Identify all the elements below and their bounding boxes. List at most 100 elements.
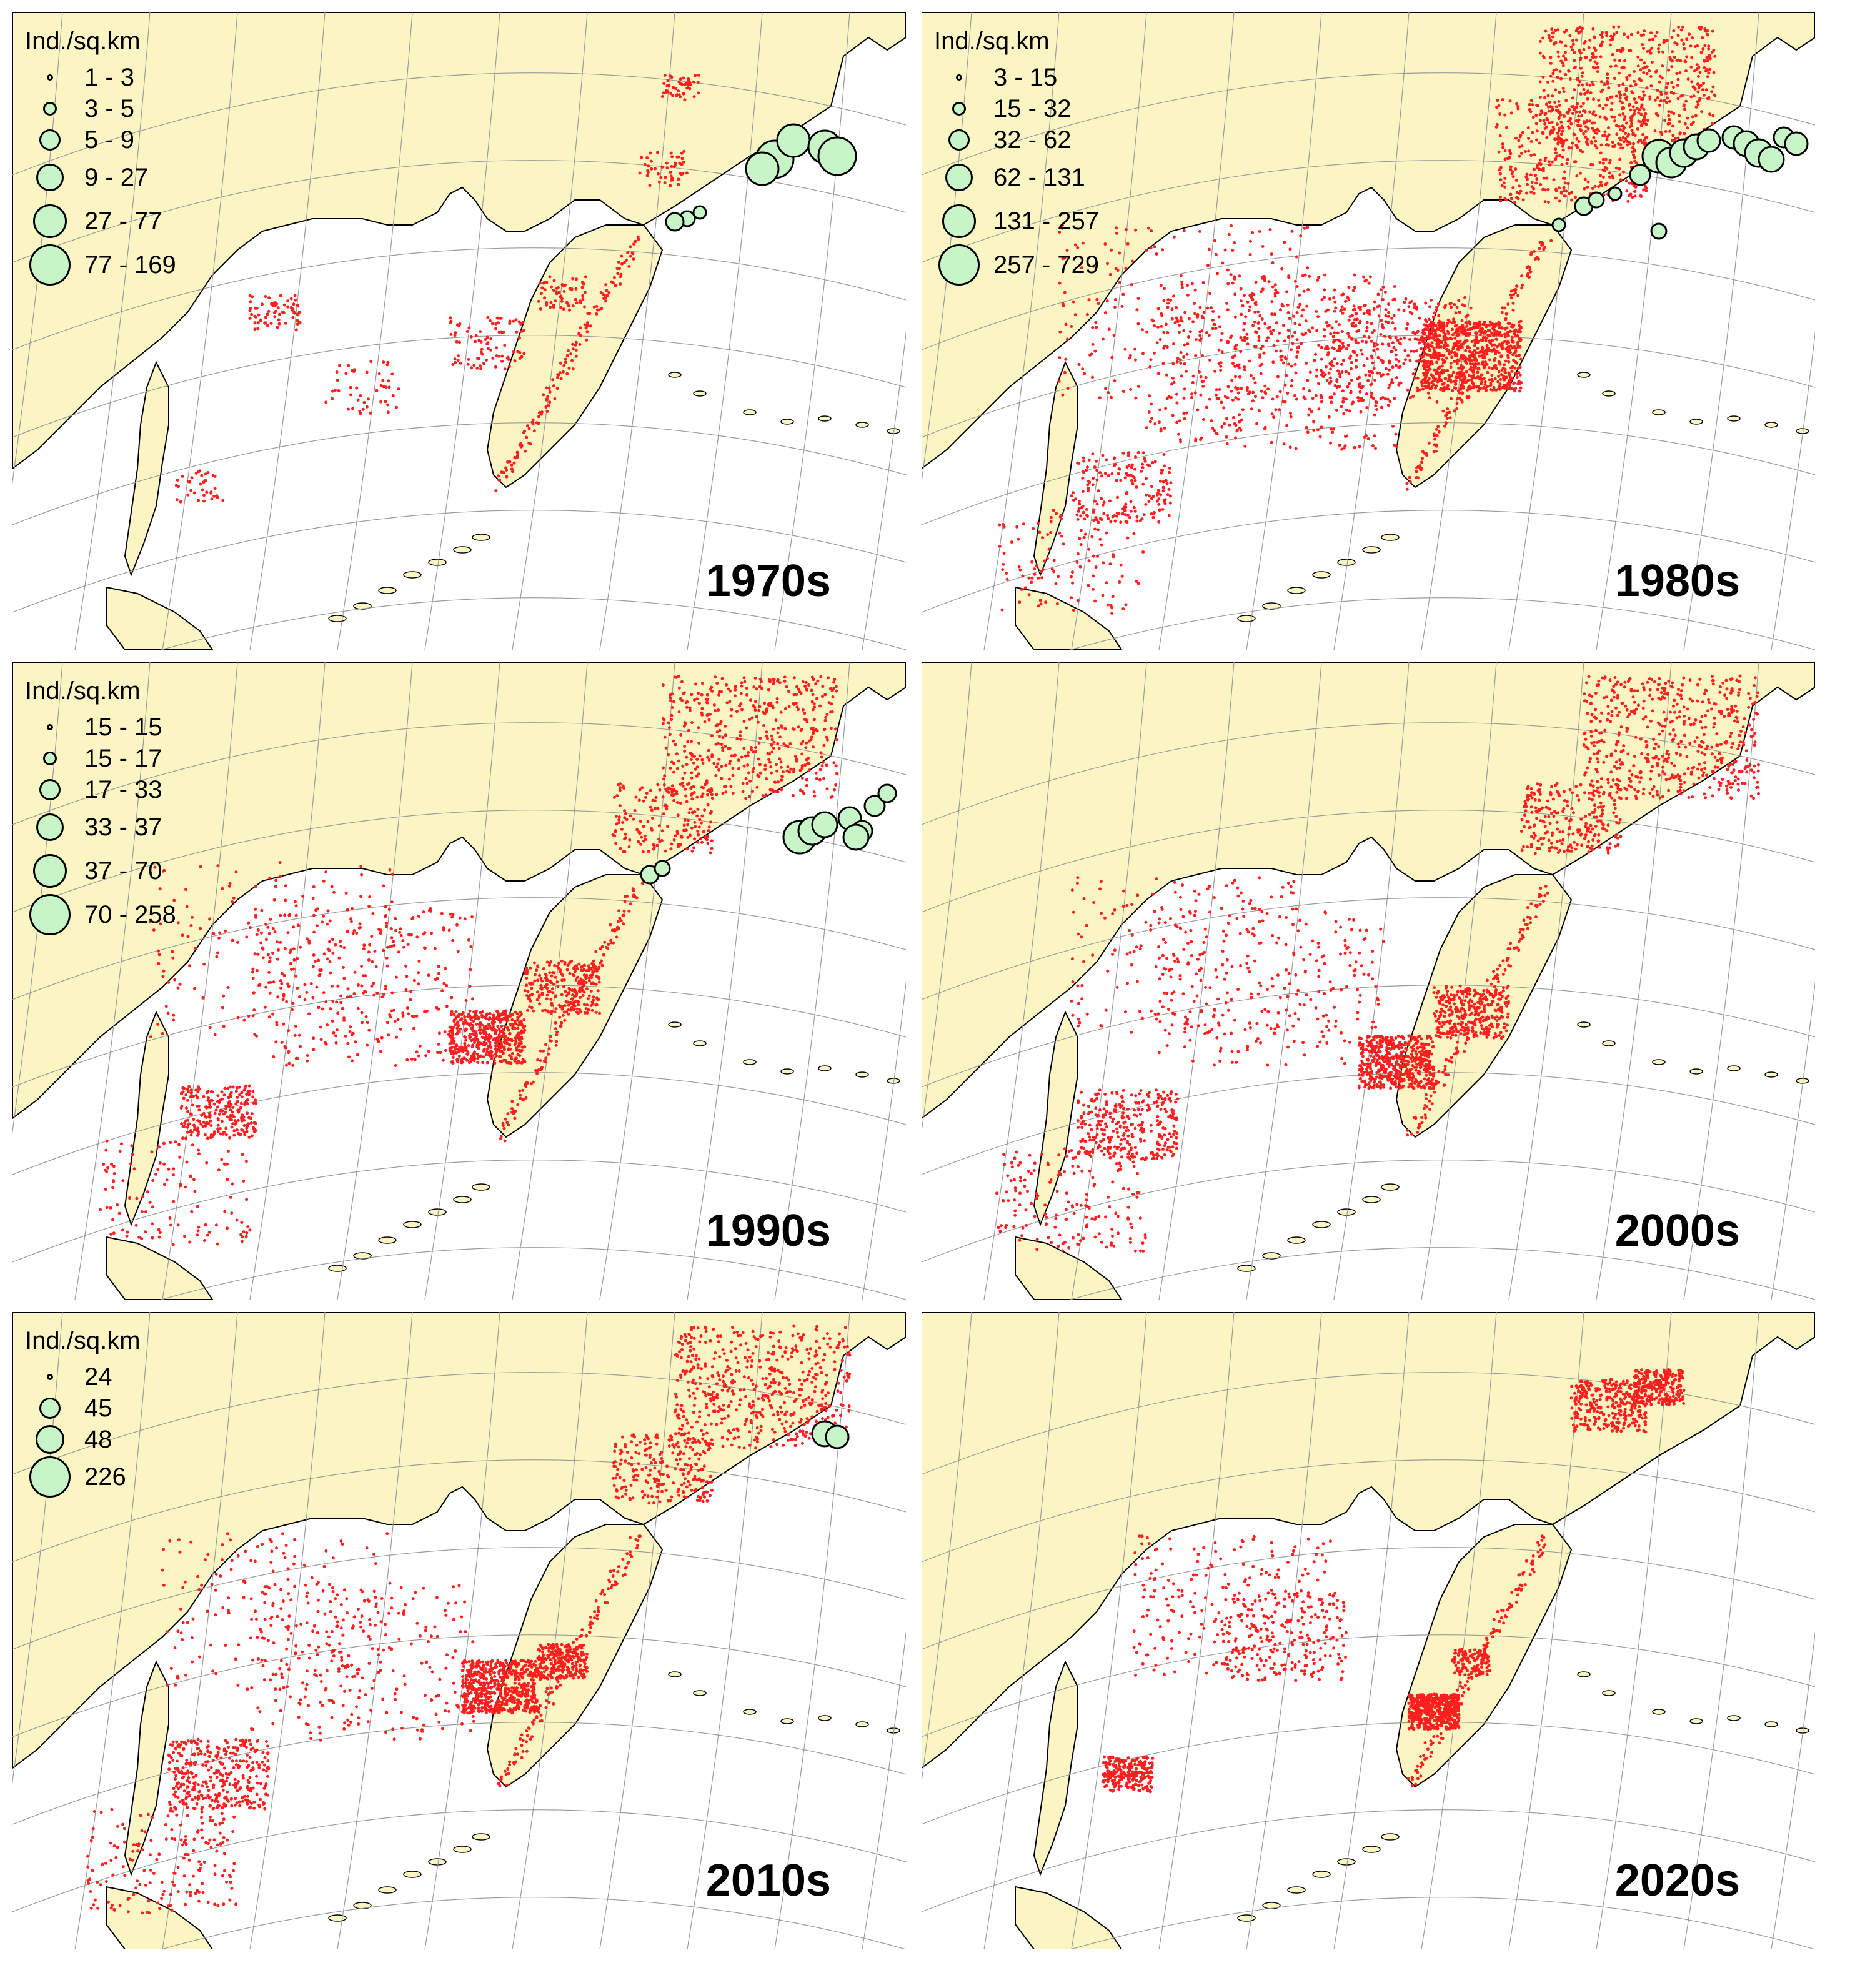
station-point [1055,512,1058,515]
station-point [1186,293,1190,297]
station-point [518,1054,522,1058]
station-point [1390,378,1394,382]
station-point [1469,306,1473,310]
station-point [1680,38,1684,42]
station-point [263,321,267,325]
station-point [1535,129,1539,133]
station-point [1503,376,1507,380]
station-point [562,284,565,288]
station-point [1554,88,1558,92]
station-point [1546,118,1549,122]
station-point [1603,130,1607,134]
station-point [1445,349,1449,352]
station-point [507,1028,510,1032]
station-point [1032,527,1035,530]
station-point [1630,129,1634,132]
station-point [1420,347,1423,350]
station-point [1681,25,1684,29]
station-point [469,335,473,339]
station-point [1121,292,1125,296]
station-point [1526,182,1529,186]
station-point [1076,517,1080,521]
station-point [1136,451,1140,454]
station-point [374,965,378,968]
station-point [1082,470,1086,474]
station-point [1390,380,1393,384]
station-point [1531,116,1535,119]
station-point [1366,437,1370,440]
station-point [1002,523,1005,526]
station-point [1415,307,1418,311]
station-point [520,1049,524,1052]
station-point [1634,82,1638,86]
station-point [436,1051,440,1055]
station-point [157,962,161,965]
station-point [450,1033,454,1037]
station-point [1506,382,1510,385]
station-point [1077,462,1081,465]
station-point [1333,357,1336,361]
station-point [479,367,483,370]
station-point [1425,362,1429,365]
station-point [1278,390,1282,394]
station-point [259,941,263,945]
small-island [1689,419,1703,425]
station-point [562,370,565,374]
station-point [368,895,372,899]
station-point [305,990,309,994]
station-point [369,360,373,364]
station-point [247,1015,251,1018]
station-point [1566,157,1569,161]
station-point [1376,343,1379,347]
station-point [1713,54,1717,58]
station-point [1446,407,1450,411]
station-point [1448,320,1452,324]
station-point [542,281,545,285]
station-point [264,295,267,298]
station-point [1488,378,1491,382]
station-point [347,407,350,411]
station-point [471,1029,475,1033]
station-point [1225,435,1228,439]
station-point [1513,381,1516,385]
station-point [1525,274,1529,277]
station-point [1586,142,1589,146]
station-point [1455,375,1458,379]
station-point [1255,330,1258,334]
station-point [657,180,661,184]
station-point [1483,321,1486,324]
station-point [1510,339,1514,342]
station-point [1516,107,1520,111]
station-point [1233,275,1236,279]
legend-label: 1 - 3 [84,64,135,91]
station-point [284,898,287,902]
station-point [584,291,587,294]
station-point [1355,329,1359,333]
station-point [1175,420,1179,424]
station-point [505,1041,509,1045]
station-point [562,290,566,293]
station-point [1083,532,1087,536]
station-point [1254,345,1258,349]
station-point [1508,99,1512,103]
station-point [1273,312,1276,316]
station-point [202,494,206,497]
station-point [1599,33,1603,37]
station-point [1168,494,1172,498]
station-point [1525,172,1529,176]
station-point [1305,304,1309,308]
station-point [1529,173,1533,177]
station-point [1166,298,1170,302]
station-point [1438,373,1441,377]
station-point [255,933,259,937]
catch-circles [665,123,857,232]
station-point [1458,311,1461,314]
station-point [1353,445,1356,449]
station-point [543,296,547,300]
station-point [1257,327,1261,331]
station-point [1432,347,1436,350]
station-point [1100,474,1103,478]
station-point [351,1059,354,1063]
station-point [1270,332,1273,335]
station-point [1683,122,1687,126]
